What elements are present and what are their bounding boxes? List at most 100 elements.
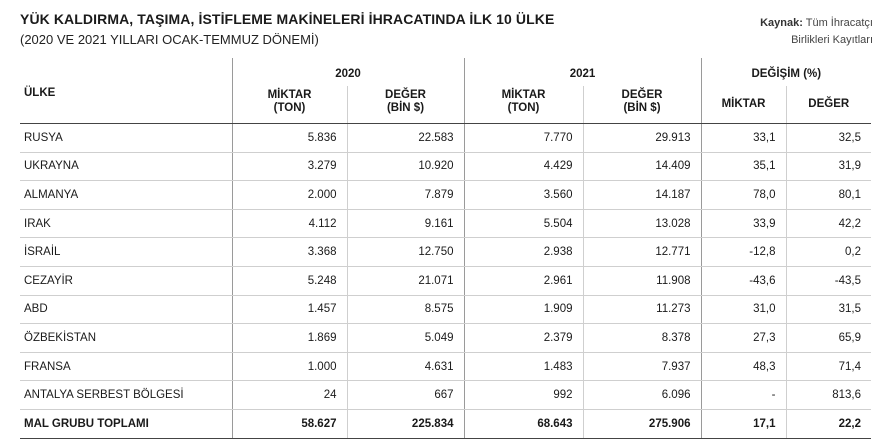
cell-country: FRANSA [20, 352, 233, 382]
cell-d2020: 5.049 [347, 323, 465, 353]
cell-m2020: 4.112 [232, 209, 348, 239]
cell-country: IRAK [20, 209, 233, 239]
page-title: YÜK KALDIRMA, TAŞIMA, İSTİFLEME MAKİNELE… [20, 11, 555, 27]
cell-cd: 813,6 [786, 380, 872, 410]
page-subtitle: (2020 VE 2021 YILLARI OCAK-TEMMUZ DÖNEMİ… [20, 32, 319, 47]
cell-m2021: 3.560 [464, 180, 584, 210]
cell-cm: 35,1 [701, 152, 787, 182]
cell-d2020: 8.575 [347, 295, 465, 325]
table-row: IRAK 4.112 9.161 5.504 13.028 33,9 42,2 [20, 209, 872, 239]
cell-d2021: 6.096 [583, 380, 702, 410]
table-body: RUSYA 5.836 22.583 7.770 29.913 33,1 32,5 UKRAY… [20, 123, 872, 439]
deger-line2: (BİN $) [386, 102, 425, 114]
cell-cd: 31,5 [786, 295, 872, 325]
cell-m2021: 4.429 [464, 152, 584, 182]
cell-d2020: 22.583 [347, 123, 465, 153]
cell-country: ALMANYA [20, 180, 233, 210]
cell-d2020: 12.750 [347, 237, 465, 267]
cell-m2020: 1.457 [232, 295, 348, 325]
cell-m2021: 5.504 [464, 209, 584, 239]
deger-line1: DEĞER [385, 89, 426, 101]
cell-m2021: 2.961 [464, 266, 584, 296]
deger-line2: (BİN $) [623, 102, 661, 114]
cell-d2021: 7.937 [583, 352, 702, 382]
source-note: Kaynak: Tüm İhracatçı Birlikleri Kayıtla… [760, 15, 873, 49]
cell-m2021: 2.938 [464, 237, 584, 267]
table-row: ALMANYA 2.000 7.879 3.560 14.187 78,0 80,1 [20, 180, 872, 210]
cell-d2020: 10.920 [347, 152, 465, 182]
cell-d2020: 7.879 [347, 180, 465, 210]
cell-country: ABD [20, 295, 233, 325]
header-2021-deger: DEĞER (BİN $) [583, 86, 702, 124]
cell-d2021: 8.378 [583, 323, 702, 353]
table-row: ANTALYA SERBEST BÖLGESİ 24 667 992 6.096-813… [20, 380, 872, 410]
table-row: RUSYA 5.836 22.583 7.770 29.913 33,1 32,5 [20, 123, 872, 153]
cell-cd: 42,2 [786, 209, 872, 239]
miktar-line2: (TON) [507, 102, 540, 114]
cell-d2021: 11.273 [583, 295, 702, 325]
cell-d2021: 11.908 [583, 266, 702, 296]
header-change-miktar: MİKTAR [701, 86, 787, 124]
cell-cm: 78,0 [701, 180, 787, 210]
header-change-deger: DEĞER [786, 86, 872, 124]
source-line2: Birlikleri Kayıtları [791, 34, 873, 46]
cell-cm: 17,1 [701, 409, 787, 439]
cell-country: RUSYA [20, 123, 233, 153]
cell-d2021: 14.409 [583, 152, 702, 182]
cell-country: İSRAİL [20, 237, 233, 267]
cell-d2021: 12.771 [583, 237, 702, 267]
cell-m2021: 992 [464, 380, 584, 410]
cell-d2021: 13.028 [583, 209, 702, 239]
export-table: ÜLKE 2020 2021 DEĞİŞİM (%) MİKTAR (TON) … [20, 58, 872, 439]
header-country: ÜLKE [20, 58, 233, 124]
deger-line1: DEĞER [621, 89, 663, 101]
miktar-line1: MİKTAR [501, 89, 546, 101]
table-row: UKRAYNA 3.279 10.920 4.429 14.409 35,1 31,9 [20, 152, 872, 182]
cell-m2020: 58.627 [232, 409, 348, 439]
cell-cm: 33,1 [701, 123, 787, 153]
cell-d2021: 14.187 [583, 180, 702, 210]
header-2021: 2021 [464, 58, 702, 86]
total-row: MAL GRUBU TOPLAMI 58.627 225.834 68.643 275.… [20, 409, 872, 439]
cell-m2020: 3.368 [232, 237, 348, 267]
cell-country: MAL GRUBU TOPLAMI [20, 409, 233, 439]
cell-country: CEZAYİR [20, 266, 233, 296]
cell-m2020: 24 [232, 380, 348, 410]
cell-m2020: 5.836 [232, 123, 348, 153]
cell-cm: -43,6 [701, 266, 787, 296]
cell-d2021: 29.913 [583, 123, 702, 153]
source-label: Kaynak: [760, 17, 803, 29]
cell-m2021: 1.909 [464, 295, 584, 325]
cell-cm: 27,3 [701, 323, 787, 353]
header-2020-miktar: MİKTAR (TON) [232, 86, 348, 124]
cell-d2020: 21.071 [347, 266, 465, 296]
cell-d2020: 225.834 [347, 409, 465, 439]
cell-cd: 22,2 [786, 409, 872, 439]
cell-d2021: 275.906 [583, 409, 702, 439]
header-2020-deger: DEĞER (BİN $) [347, 86, 465, 124]
header-change: DEĞİŞİM (%) [751, 68, 822, 80]
cell-m2020: 5.248 [232, 266, 348, 296]
cell-d2020: 667 [347, 380, 465, 410]
header-2020: 2020 [232, 58, 465, 86]
cell-cd: 32,5 [786, 123, 872, 153]
miktar-line2: (TON) [273, 102, 306, 114]
cell-country: ANTALYA SERBEST BÖLGESİ [20, 380, 233, 410]
cell-cm: 31,0 [701, 295, 787, 325]
cell-m2021: 68.643 [464, 409, 584, 439]
cell-cm: - [701, 380, 787, 410]
cell-m2020: 3.279 [232, 152, 348, 182]
cell-cd: 80,1 [786, 180, 872, 210]
cell-cm: 48,3 [701, 352, 787, 382]
cell-cm: -12,8 [701, 237, 787, 267]
cell-d2020: 9.161 [347, 209, 465, 239]
header-2021-miktar: MİKTAR (TON) [464, 86, 584, 124]
cell-m2021: 2.379 [464, 323, 584, 353]
source-line1: Tüm İhracatçı [805, 17, 873, 29]
cell-country: ÖZBEKİSTAN [20, 323, 233, 353]
table-row: ABD 1.457 8.575 1.909 11.273 31,0 31,5 [20, 295, 872, 325]
cell-cd: 0,2 [786, 237, 872, 267]
cell-country: UKRAYNA [20, 152, 233, 182]
table-row: CEZAYİR 5.248 21.071 2.961 11.908 -43,6 -43,5 [20, 266, 872, 296]
cell-cd: -43,5 [786, 266, 872, 296]
